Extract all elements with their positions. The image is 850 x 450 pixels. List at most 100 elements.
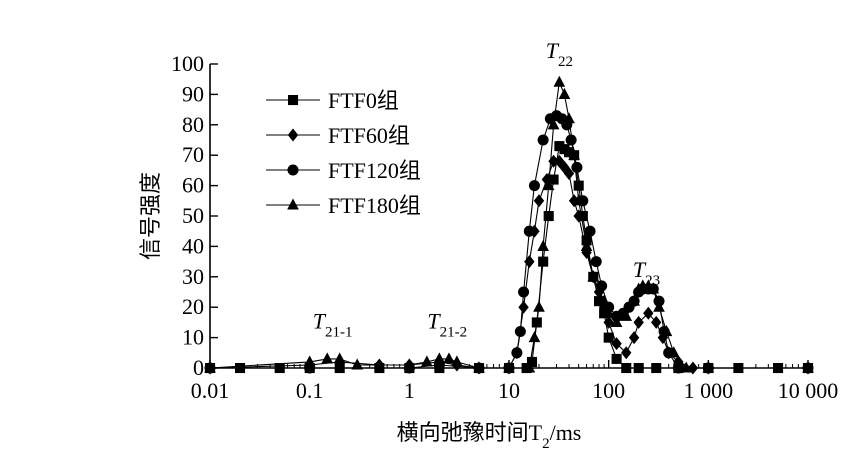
data-point xyxy=(572,194,585,206)
y-tick-label: 70 xyxy=(182,142,204,167)
series-triangle xyxy=(204,75,814,373)
legend-item: FTF180组 xyxy=(266,193,421,218)
legend: FTF0组 FTF60组 FTF120组 FTF180组 xyxy=(266,88,421,218)
series-line xyxy=(210,145,808,369)
y-tick-label: 10 xyxy=(182,325,204,350)
data-point xyxy=(528,180,540,192)
data-point xyxy=(473,361,485,373)
data-point xyxy=(647,282,660,294)
data-point xyxy=(610,315,623,327)
data-point xyxy=(573,209,584,223)
legend-marker xyxy=(287,198,299,210)
data-point xyxy=(603,332,614,343)
data-point xyxy=(554,154,565,168)
data-point xyxy=(523,225,535,237)
y-tick-label: 90 xyxy=(182,81,204,106)
data-point xyxy=(580,239,593,251)
data-point xyxy=(672,362,684,374)
x-axis-title: 横向弛豫时间T2/ms xyxy=(397,420,582,450)
data-point xyxy=(563,112,575,124)
data-point xyxy=(621,346,632,360)
data-point xyxy=(598,294,610,306)
data-point xyxy=(528,331,541,343)
data-point xyxy=(433,352,446,364)
peak-annotation: T22 xyxy=(546,38,573,70)
data-point xyxy=(587,270,600,282)
y-axis-title: 信号强度 xyxy=(138,172,163,260)
data-point xyxy=(443,352,455,364)
data-point xyxy=(660,325,673,337)
data-point xyxy=(533,194,545,208)
data-point xyxy=(303,355,316,367)
y-tick-label: 40 xyxy=(182,233,204,258)
peak-annotation: T21-1 xyxy=(313,308,353,340)
data-point xyxy=(523,361,536,373)
data-point xyxy=(581,245,592,259)
data-point xyxy=(421,355,433,367)
data-point xyxy=(680,361,693,373)
data-point xyxy=(514,325,526,338)
data-point xyxy=(621,363,632,374)
data-point xyxy=(565,134,577,146)
data-point xyxy=(702,361,715,373)
data-point xyxy=(611,353,622,364)
y-tick-label: 60 xyxy=(182,173,204,198)
y-tick-label: 50 xyxy=(182,203,204,228)
data-point xyxy=(667,346,680,358)
series-line xyxy=(210,115,808,369)
series-layer xyxy=(204,75,814,375)
data-point xyxy=(538,256,549,267)
data-point xyxy=(620,309,633,321)
legend-label: FTF0组 xyxy=(328,88,399,113)
y-tick-label: 30 xyxy=(182,264,204,289)
data-point xyxy=(633,363,644,374)
data-point xyxy=(204,361,216,373)
data-point xyxy=(802,361,814,373)
peak-annotation: T23 xyxy=(633,257,660,289)
data-point xyxy=(321,352,334,364)
data-point xyxy=(526,356,538,367)
y-tick-label: 0 xyxy=(193,355,204,380)
data-point xyxy=(594,296,605,307)
legend-item: FTF0组 xyxy=(266,88,399,113)
legend-label: FTF180组 xyxy=(328,193,421,218)
data-point xyxy=(653,300,665,312)
series-line xyxy=(209,80,808,369)
data-point xyxy=(564,147,575,158)
data-point xyxy=(548,154,559,168)
x-tick-label: 10 xyxy=(498,378,520,403)
data-point xyxy=(537,239,549,251)
data-point xyxy=(584,225,596,237)
data-point xyxy=(633,315,644,329)
data-point xyxy=(553,75,566,87)
series-circle xyxy=(204,110,814,374)
data-point xyxy=(451,355,463,367)
data-point xyxy=(333,352,346,364)
legend-label: FTF60组 xyxy=(328,123,410,148)
data-point xyxy=(542,179,555,191)
data-point xyxy=(518,300,529,314)
data-point xyxy=(651,363,662,374)
data-point xyxy=(573,180,584,191)
data-point xyxy=(503,361,515,373)
legend-item: FTF60组 xyxy=(266,123,410,148)
x-tick-label: 1 000 xyxy=(684,378,734,403)
x-tick-label: 1 xyxy=(404,378,415,403)
y-tick-label: 20 xyxy=(182,294,204,319)
data-point xyxy=(554,141,565,152)
data-point xyxy=(518,286,530,298)
data-point xyxy=(547,118,560,130)
data-point xyxy=(558,87,571,99)
data-point xyxy=(543,211,554,222)
data-point xyxy=(628,294,640,306)
series-diamond xyxy=(204,154,814,375)
data-point xyxy=(603,315,614,329)
peak-annotation: T21-2 xyxy=(427,308,467,340)
data-point xyxy=(628,331,640,345)
legend-marker xyxy=(287,128,299,142)
x-tick-label: 0.01 xyxy=(191,378,230,403)
data-point xyxy=(563,166,575,180)
data-point xyxy=(611,337,622,351)
